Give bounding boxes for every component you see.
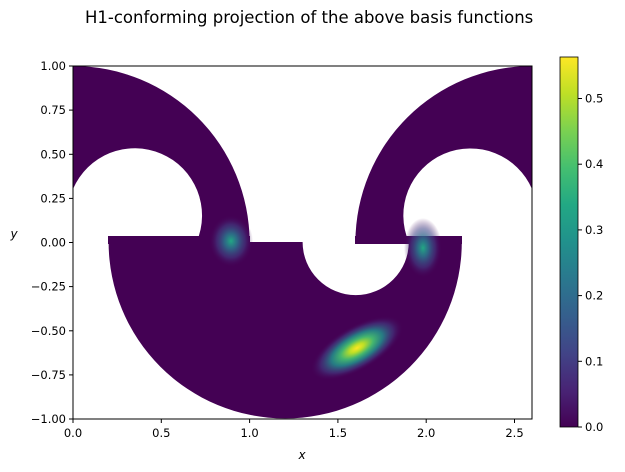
colorbar-tick-label: 0.5 <box>585 92 603 106</box>
heatmap-domain <box>73 66 532 419</box>
x-tick-label: 1.0 <box>240 426 258 440</box>
x-tick-label: 0.0 <box>64 426 82 440</box>
y-tick-label: 0.50 <box>40 147 66 161</box>
colorbar-tick-label: 0.4 <box>585 157 603 171</box>
colorbar-gradient <box>559 56 579 428</box>
y-axis-label: y <box>9 227 18 241</box>
y-axis: 1.00 0.75 0.50 0.25 0.00 −0.25 −0.50 −0.… <box>9 59 73 426</box>
x-tick-label: 0.5 <box>152 426 170 440</box>
peak-right <box>404 218 442 278</box>
y-tick-label: −1.00 <box>31 412 66 426</box>
x-axis: 0.0 0.5 1.0 1.5 2.0 2.5 x <box>64 419 524 462</box>
y-tick-label: 1.00 <box>40 59 66 73</box>
y-tick-label: 0.00 <box>40 236 66 250</box>
peak-main <box>310 315 404 381</box>
x-tick-label: 2.0 <box>417 426 435 440</box>
chart-title: H1-conforming projection of the above ba… <box>85 8 534 27</box>
y-tick-label: −0.50 <box>31 324 66 338</box>
colorbar-tick-label: 0.1 <box>585 354 603 368</box>
colorbar: 0.0 0.1 0.2 0.3 0.4 0.5 <box>559 56 603 434</box>
peak-left <box>209 215 253 267</box>
y-tick-label: −0.75 <box>31 368 66 382</box>
y-tick-label: −0.25 <box>31 280 66 294</box>
x-tick-label: 2.5 <box>505 426 523 440</box>
colorbar-tick-label: 0.3 <box>585 223 603 237</box>
y-tick-label: 0.25 <box>40 191 66 205</box>
colorbar-tick-label: 0.2 <box>585 289 603 303</box>
x-tick-label: 1.5 <box>329 426 347 440</box>
colorbar-tick-label: 0.0 <box>585 420 603 434</box>
y-tick-label: 0.75 <box>40 103 66 117</box>
x-axis-label: x <box>297 448 306 462</box>
